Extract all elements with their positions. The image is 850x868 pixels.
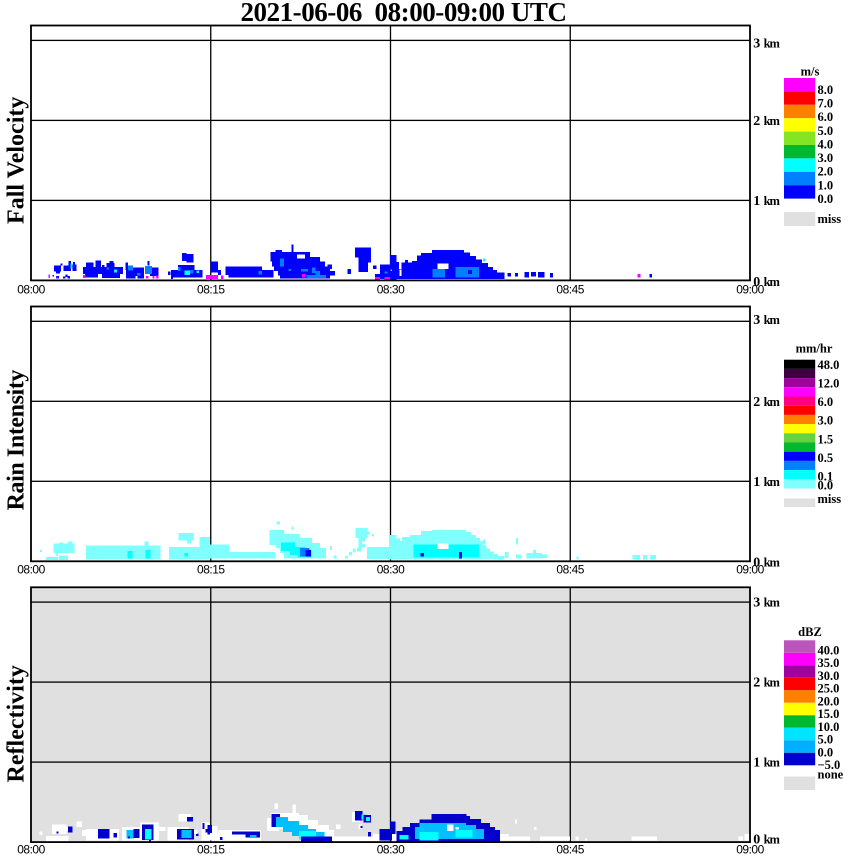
svg-text:15.0: 15.0 <box>818 707 840 721</box>
svg-text:0: 0 <box>753 556 760 571</box>
svg-text:km: km <box>764 676 781 690</box>
svg-text:10.0: 10.0 <box>818 720 840 734</box>
svg-text:Reflectivity: Reflectivity <box>3 665 29 782</box>
svg-text:0.0: 0.0 <box>818 479 834 493</box>
svg-text:km: km <box>764 313 781 327</box>
svg-text:dBZ: dBZ <box>798 625 822 639</box>
svg-text:08:15: 08:15 <box>197 563 225 577</box>
svg-text:−5.0: −5.0 <box>818 758 841 772</box>
svg-text:Fall Velocity: Fall Velocity <box>3 97 29 224</box>
svg-text:3.0: 3.0 <box>818 414 834 428</box>
svg-text:09:00: 09:00 <box>736 563 764 577</box>
svg-text:5.0: 5.0 <box>818 733 834 747</box>
svg-text:08:00: 08:00 <box>17 282 45 296</box>
svg-text:6.0: 6.0 <box>818 110 834 124</box>
svg-text:0: 0 <box>753 833 760 848</box>
svg-text:12.0: 12.0 <box>818 376 840 390</box>
svg-text:2: 2 <box>753 114 760 129</box>
svg-text:1: 1 <box>753 475 760 490</box>
svg-text:km: km <box>764 596 781 610</box>
svg-text:0: 0 <box>753 275 760 290</box>
svg-text:09:00: 09:00 <box>736 282 764 296</box>
svg-text:08:15: 08:15 <box>197 843 225 857</box>
svg-text:7.0: 7.0 <box>818 97 834 111</box>
svg-text:km: km <box>764 36 781 50</box>
svg-text:Rain Intensity: Rain Intensity <box>3 370 29 511</box>
svg-text:km: km <box>764 395 781 409</box>
svg-text:08:30: 08:30 <box>377 563 405 577</box>
svg-text:m/s: m/s <box>801 65 820 79</box>
svg-text:km: km <box>764 475 781 489</box>
svg-text:08:30: 08:30 <box>377 282 405 296</box>
svg-text:08:00: 08:00 <box>17 843 45 857</box>
svg-text:08:00: 08:00 <box>17 563 45 577</box>
svg-text:none: none <box>818 767 844 781</box>
svg-text:0.5: 0.5 <box>818 451 834 465</box>
svg-text:6.0: 6.0 <box>818 395 834 409</box>
svg-text:08:30: 08:30 <box>377 843 405 857</box>
svg-text:3: 3 <box>753 596 760 611</box>
svg-text:25.0: 25.0 <box>818 682 840 696</box>
svg-text:mm/hr: mm/hr <box>796 342 833 356</box>
svg-text:miss: miss <box>818 212 842 226</box>
svg-text:3: 3 <box>753 36 760 51</box>
svg-text:0.0: 0.0 <box>818 745 834 759</box>
svg-text:1: 1 <box>753 756 760 771</box>
svg-text:08:15: 08:15 <box>197 282 225 296</box>
svg-text:0.0: 0.0 <box>818 192 834 206</box>
svg-text:1: 1 <box>753 194 760 209</box>
svg-text:48.0: 48.0 <box>818 358 840 372</box>
svg-text:8.0: 8.0 <box>818 83 834 97</box>
svg-text:miss: miss <box>818 492 842 506</box>
svg-text:km: km <box>764 833 781 847</box>
svg-text:2: 2 <box>753 395 760 410</box>
svg-text:km: km <box>764 275 781 289</box>
svg-text:4.0: 4.0 <box>818 138 834 152</box>
svg-text:1.5: 1.5 <box>818 432 834 446</box>
svg-text:km: km <box>764 556 781 570</box>
svg-text:5.0: 5.0 <box>818 124 834 138</box>
svg-text:35.0: 35.0 <box>818 656 840 670</box>
svg-text:1.0: 1.0 <box>818 178 834 192</box>
svg-text:km: km <box>764 114 781 128</box>
svg-text:30.0: 30.0 <box>818 669 840 683</box>
svg-text:2021-06-06 08:00-09:00 UTC: 2021-06-06 08:00-09:00 UTC <box>240 0 566 27</box>
svg-text:20.0: 20.0 <box>818 695 840 709</box>
svg-text:09:00: 09:00 <box>736 843 764 857</box>
svg-text:0.1: 0.1 <box>818 470 834 484</box>
svg-text:40.0: 40.0 <box>818 644 840 658</box>
svg-text:3.0: 3.0 <box>818 151 834 165</box>
svg-text:2: 2 <box>753 676 760 691</box>
svg-text:08:45: 08:45 <box>556 843 584 857</box>
svg-text:2.0: 2.0 <box>818 165 834 179</box>
svg-text:08:45: 08:45 <box>556 563 584 577</box>
svg-text:3: 3 <box>753 313 760 328</box>
svg-text:km: km <box>764 194 781 208</box>
svg-text:km: km <box>764 756 781 770</box>
svg-text:08:45: 08:45 <box>556 282 584 296</box>
